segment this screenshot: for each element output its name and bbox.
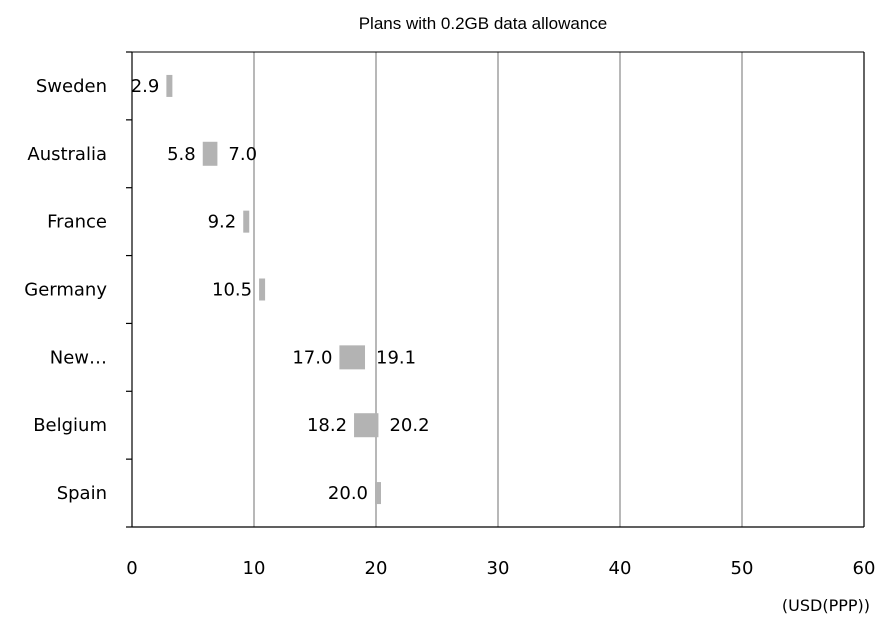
- bar-6: [375, 482, 381, 505]
- grid-layer: [253, 52, 865, 527]
- bar-1: [202, 141, 218, 166]
- data-label-low-0: 2.9: [131, 76, 160, 97]
- data-label-low-4: 17.0: [292, 347, 332, 368]
- x-tick-label-20: 20: [365, 558, 388, 579]
- data-label-low-3: 10.5: [212, 280, 252, 301]
- x-tick-label-10: 10: [243, 558, 266, 579]
- data-label-low-5: 18.2: [307, 415, 347, 436]
- label-layer: 0 10 20 30 40 50 60 Sweden 2.9 Australia 5.8 7.0 Fra…: [24, 76, 875, 579]
- data-label-low-6: 20.0: [328, 483, 368, 504]
- bar-layer: [166, 74, 381, 505]
- data-label-low-2: 9.2: [208, 212, 237, 233]
- data-label-high-4: 19.1: [376, 347, 416, 368]
- category-label-1: Australia: [27, 144, 107, 165]
- bar-4: [339, 345, 366, 370]
- x-tick-label-50: 50: [731, 558, 754, 579]
- data-label-high-1: 7.0: [228, 144, 257, 165]
- category-label-3: Germany: [24, 280, 107, 301]
- x-axis-unit-label: (USD(PPP)): [782, 596, 870, 615]
- bar-0: [166, 74, 173, 97]
- data-label-high-5: 20.2: [389, 415, 429, 436]
- category-label-2: France: [47, 212, 107, 233]
- bar-3: [259, 278, 266, 301]
- bar-5: [354, 413, 379, 438]
- category-label-4: New…: [50, 347, 107, 368]
- category-label-0: Sweden: [36, 76, 107, 97]
- x-tick-label-40: 40: [609, 558, 632, 579]
- x-tick-label-0: 0: [126, 558, 137, 579]
- category-label-6: Spain: [57, 483, 107, 504]
- axis-layer: [126, 51, 865, 528]
- chart-title: Plans with 0.2GB data allowance: [359, 14, 608, 33]
- x-tick-label-30: 30: [487, 558, 510, 579]
- category-label-5: Belgium: [33, 415, 107, 436]
- bar-2: [243, 210, 250, 233]
- x-tick-label-60: 60: [853, 558, 876, 579]
- data-label-low-1: 5.8: [167, 144, 196, 165]
